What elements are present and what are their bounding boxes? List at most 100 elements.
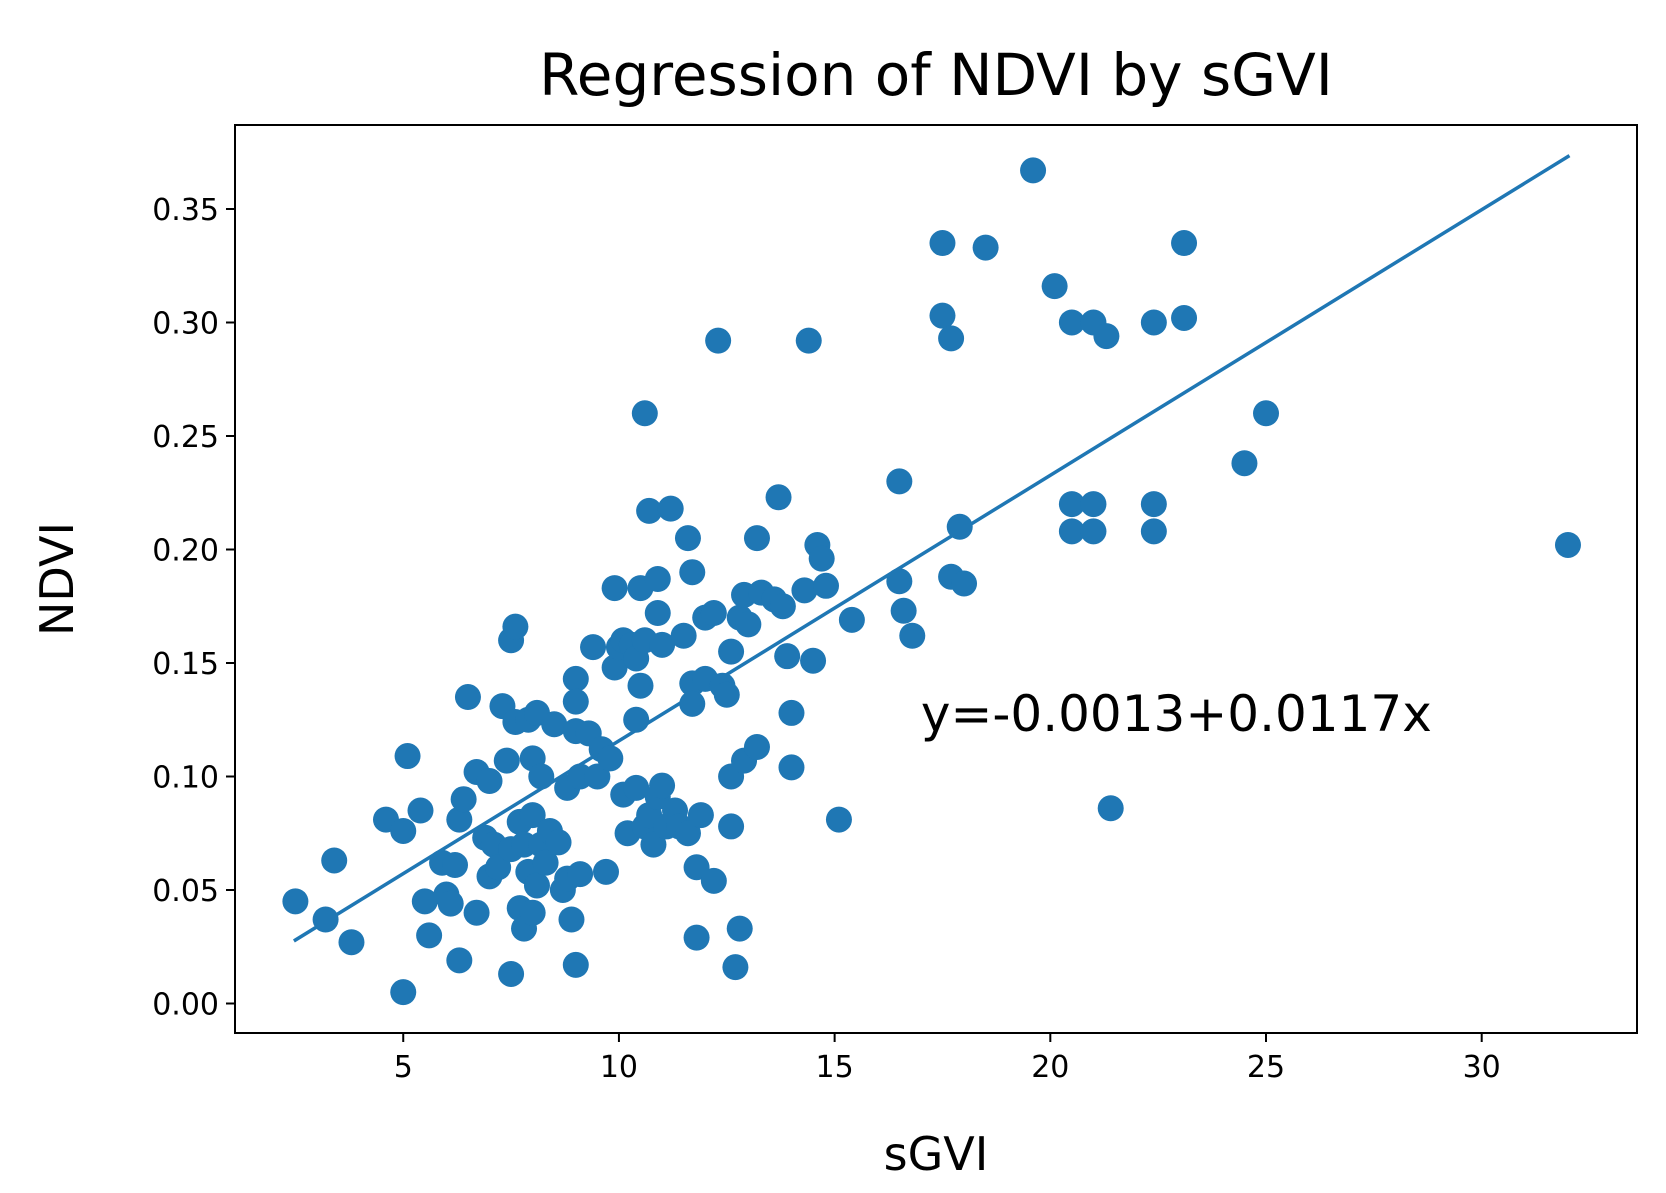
data-point bbox=[532, 849, 559, 876]
data-point bbox=[390, 817, 417, 844]
data-point bbox=[1058, 491, 1085, 518]
chart-title: Regression of NDVI by sGVI bbox=[539, 41, 1333, 109]
data-point bbox=[679, 559, 706, 586]
data-point bbox=[562, 688, 589, 715]
data-point bbox=[825, 806, 852, 833]
data-point bbox=[1080, 491, 1107, 518]
data-point bbox=[700, 867, 727, 894]
data-point bbox=[519, 899, 546, 926]
data-point bbox=[726, 915, 753, 942]
data-point bbox=[493, 747, 520, 774]
data-point bbox=[1140, 518, 1167, 545]
data-point bbox=[631, 400, 658, 427]
data-point bbox=[485, 854, 512, 881]
data-point bbox=[838, 606, 865, 633]
data-point bbox=[411, 888, 438, 915]
data-point bbox=[407, 797, 434, 824]
data-point bbox=[562, 665, 589, 692]
data-point bbox=[718, 638, 745, 665]
y-tick-label: 0.15 bbox=[152, 647, 219, 682]
data-point bbox=[597, 745, 624, 772]
data-point bbox=[592, 858, 619, 885]
data-point bbox=[567, 861, 594, 888]
data-point bbox=[1253, 400, 1280, 427]
data-point bbox=[929, 302, 956, 329]
data-point bbox=[584, 763, 611, 790]
data-point bbox=[644, 566, 671, 592]
data-point bbox=[1058, 309, 1085, 336]
data-point bbox=[541, 711, 568, 738]
data-point bbox=[890, 597, 917, 624]
y-tick-label: 0.10 bbox=[152, 760, 219, 795]
data-point bbox=[683, 924, 710, 951]
data-point bbox=[705, 327, 732, 354]
data-point bbox=[657, 495, 684, 522]
data-point bbox=[713, 681, 740, 708]
data-point bbox=[450, 786, 477, 813]
data-point bbox=[700, 600, 727, 627]
data-point bbox=[636, 497, 663, 524]
data-point bbox=[886, 568, 913, 595]
data-point bbox=[687, 802, 714, 829]
data-point bbox=[545, 829, 572, 856]
data-point bbox=[446, 947, 473, 974]
data-point bbox=[1171, 304, 1198, 331]
data-point bbox=[735, 611, 762, 638]
data-point bbox=[769, 593, 796, 620]
x-tick-label: 15 bbox=[816, 1050, 854, 1085]
data-point bbox=[774, 643, 801, 670]
data-point bbox=[670, 622, 697, 649]
data-point bbox=[722, 954, 749, 981]
data-point bbox=[519, 802, 546, 829]
data-point bbox=[795, 327, 822, 354]
data-point bbox=[446, 806, 473, 833]
data-point bbox=[1097, 795, 1124, 822]
data-point bbox=[812, 572, 839, 599]
data-point bbox=[1140, 309, 1167, 336]
data-point bbox=[765, 484, 792, 511]
data-point bbox=[454, 684, 481, 711]
data-point bbox=[1140, 491, 1167, 518]
data-point bbox=[743, 525, 770, 552]
data-point bbox=[312, 906, 339, 933]
data-point bbox=[929, 230, 956, 257]
data-point bbox=[416, 922, 443, 949]
y-tick-label: 0.35 bbox=[152, 193, 219, 228]
regression-equation: y=-0.0013+0.0117x bbox=[921, 685, 1432, 743]
data-point bbox=[1231, 450, 1258, 477]
data-point bbox=[463, 899, 490, 926]
data-point bbox=[437, 890, 464, 917]
data-point bbox=[791, 577, 818, 604]
x-tick-label: 10 bbox=[600, 1050, 638, 1085]
x-tick-label: 30 bbox=[1463, 1050, 1501, 1085]
scatter-points bbox=[282, 157, 1581, 1006]
y-tick-label: 0.05 bbox=[152, 874, 219, 909]
data-point bbox=[649, 631, 676, 658]
data-point bbox=[394, 743, 421, 770]
axis-ticks: 5 10 15 20 25 30 0.00 0.05 0.10 0.15 0.20 0.25 0.30 0… bbox=[152, 193, 1501, 1085]
data-point bbox=[743, 733, 770, 760]
x-tick-label: 5 bbox=[394, 1050, 413, 1085]
data-point bbox=[442, 852, 469, 879]
data-point bbox=[938, 325, 965, 352]
data-point bbox=[528, 763, 555, 790]
data-point bbox=[1080, 518, 1107, 545]
y-tick-label: 0.00 bbox=[152, 987, 219, 1022]
data-point bbox=[951, 570, 978, 597]
data-point bbox=[476, 768, 503, 795]
data-point bbox=[1058, 518, 1085, 545]
data-point bbox=[800, 647, 827, 674]
data-point bbox=[390, 979, 417, 1006]
data-point bbox=[778, 699, 805, 726]
data-point bbox=[649, 772, 676, 799]
data-point bbox=[718, 813, 745, 840]
data-point bbox=[282, 888, 309, 915]
data-point bbox=[623, 706, 650, 733]
plot-area-frame bbox=[234, 124, 1638, 1034]
x-axis-label: sGVI bbox=[884, 1127, 989, 1181]
data-point bbox=[1041, 273, 1068, 300]
data-point bbox=[808, 545, 835, 572]
data-point bbox=[1093, 323, 1120, 350]
data-point bbox=[601, 654, 628, 681]
data-point bbox=[623, 774, 650, 801]
